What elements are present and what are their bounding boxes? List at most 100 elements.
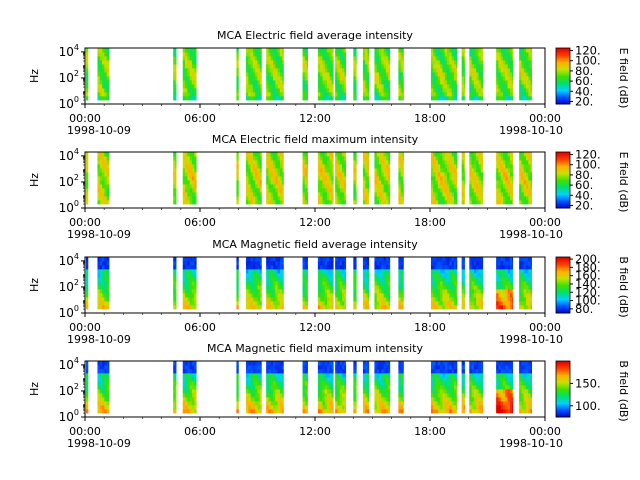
spectrogram-cell (435, 377, 439, 382)
spectrogram-cell (270, 377, 274, 382)
spectrogram-cell (365, 88, 368, 93)
spectrogram-cell (383, 265, 387, 270)
spectrogram-cell (97, 289, 101, 294)
spectrogram-cell (182, 180, 186, 185)
spectrogram-cell (437, 405, 441, 410)
colorbar-tick-label: 40. (575, 84, 593, 98)
spectrogram-cell (327, 76, 330, 81)
spectrogram-cell (173, 180, 176, 185)
spectrogram-cell (376, 200, 380, 205)
spectrogram-cell (453, 56, 457, 61)
spectrogram-cell (259, 68, 262, 73)
date-end-label: 1998-10-10 (499, 228, 563, 241)
spectrogram-cell (266, 52, 269, 57)
spectrogram-cell (478, 64, 482, 69)
spectrogram-cell (270, 293, 274, 298)
spectrogram-cell (85, 176, 89, 181)
spectrogram-cell (248, 164, 251, 169)
spectrogram-cell (365, 277, 368, 282)
spectrogram-cell (430, 373, 434, 378)
spectrogram-cell (236, 377, 239, 382)
spectrogram-cell (344, 184, 347, 189)
spectrogram-cell (398, 176, 402, 181)
spectrogram-cell (374, 381, 378, 386)
spectrogram-cell (277, 92, 281, 97)
spectrogram-cell (509, 52, 513, 57)
spectrogram-cell (275, 381, 279, 386)
spectrogram-cell (339, 257, 343, 262)
spectrogram-cell (376, 257, 380, 262)
spectrogram-cell (182, 48, 186, 53)
spectrogram-cell (437, 52, 441, 57)
spectrogram-cell (329, 265, 333, 270)
spectrogram-cell (449, 393, 453, 398)
spectrogram-cell (102, 64, 105, 69)
spectrogram-cell (478, 277, 482, 282)
spectrogram-cell (194, 192, 197, 197)
colorbar-segment (556, 169, 570, 172)
spectrogram-cell (496, 285, 499, 290)
spectrogram-cell (383, 172, 387, 177)
spectrogram-cell (317, 68, 321, 73)
spectrogram-cell (463, 152, 465, 157)
spectrogram-cell (440, 405, 443, 410)
spectrogram-cell (398, 405, 402, 410)
spectrogram-cell (478, 305, 482, 310)
spectrogram-cell (400, 64, 404, 69)
spectrogram-cell (257, 176, 261, 181)
spectrogram-cell (388, 297, 391, 302)
colorbar-segment (556, 92, 570, 94)
spectrogram-cell (505, 297, 509, 302)
spectrogram-cell (451, 293, 455, 298)
spectrogram-cell (255, 277, 258, 282)
spectrogram-cell (246, 96, 249, 101)
spectrogram-cell (257, 160, 261, 165)
spectrogram-cell (106, 68, 110, 73)
spectrogram-cell (374, 285, 378, 290)
spectrogram-cell (173, 184, 176, 189)
spectrogram-cell (250, 409, 254, 414)
spectrogram-cell (191, 68, 195, 73)
spectrogram-cell (99, 385, 103, 390)
spectrogram-cell (248, 409, 251, 414)
spectrogram-cell (433, 196, 436, 201)
spectrogram-cell (478, 184, 482, 189)
spectrogram-cell (456, 156, 458, 161)
spectrogram-cell (444, 72, 448, 77)
spectrogram-cell (324, 385, 328, 390)
spectrogram-cell (447, 361, 450, 366)
spectrogram-cell (187, 405, 191, 410)
spectrogram-cell (437, 257, 441, 262)
spectrogram-cell (379, 301, 382, 306)
colorbar-segment (556, 70, 570, 72)
spectrogram-cell (339, 297, 343, 302)
spectrogram-cell (512, 196, 514, 201)
spectrogram-cell (480, 301, 484, 306)
spectrogram-cell (248, 305, 251, 310)
spectrogram-cell (266, 164, 269, 169)
spectrogram-cell (257, 393, 261, 398)
spectrogram-cell (449, 164, 453, 169)
spectrogram-cell (503, 180, 506, 185)
spectrogram-cell (329, 76, 333, 81)
y-tick-base: 10 (59, 71, 74, 85)
spectrogram-cell (273, 393, 276, 398)
spectrogram-cell (248, 405, 251, 410)
spectrogram-cell (478, 261, 482, 266)
spectrogram-cell (302, 277, 306, 282)
date-start-label: 1998-10-09 (67, 124, 131, 137)
spectrogram-cell (367, 164, 370, 169)
spectrogram-cell (456, 88, 458, 93)
spectrogram-cell (322, 68, 326, 73)
spectrogram-cell (444, 48, 448, 53)
spectrogram-cell (440, 60, 443, 65)
spectrogram-cell (182, 88, 186, 93)
spectrogram-cell (519, 277, 522, 282)
spectrogram-cell (507, 88, 511, 93)
spectrogram-cell (388, 60, 391, 65)
spectrogram-cell (503, 168, 506, 173)
colorbar-tick-label: 120. (575, 44, 601, 58)
spectrogram-cell (236, 176, 239, 181)
spectrogram-cell (521, 277, 525, 282)
spectrogram-cell (355, 397, 357, 402)
